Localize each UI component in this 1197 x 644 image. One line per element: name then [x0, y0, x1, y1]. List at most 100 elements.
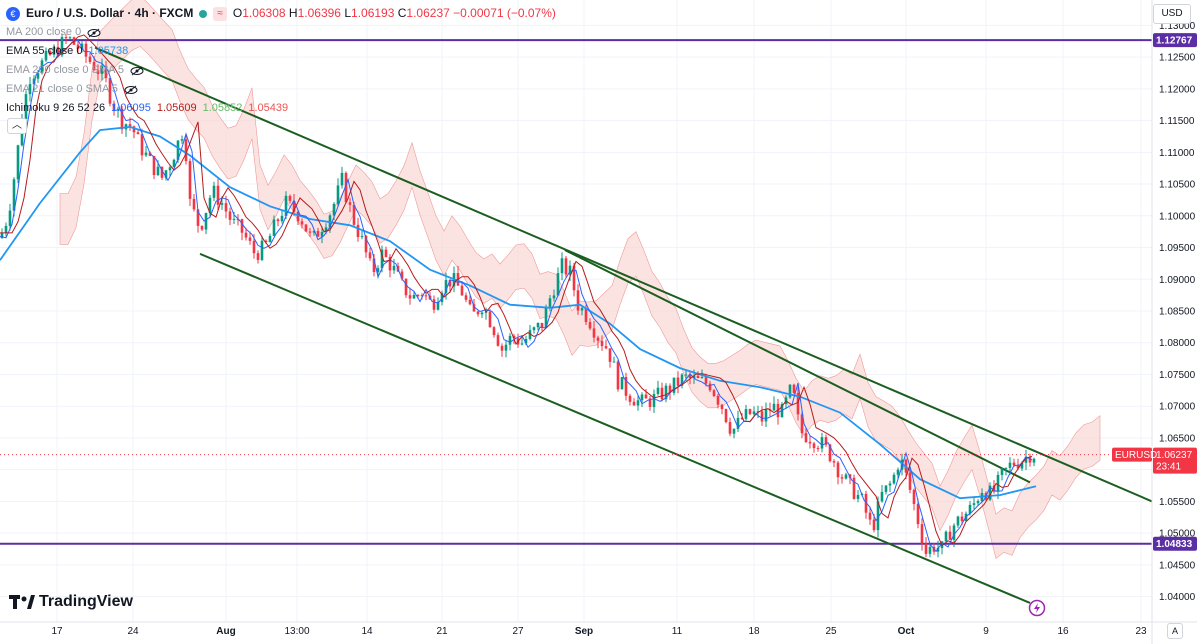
x-tick-label: Oct: [898, 626, 915, 637]
candle-body: [356, 224, 360, 238]
candle-body: [1032, 458, 1036, 463]
trend-line[interactable]: [199, 252, 1031, 604]
candle-body: [116, 108, 120, 111]
indicator-ma200[interactable]: MA 200 close 0: [6, 23, 556, 42]
candle-body: [832, 461, 836, 463]
y-tick-label: 1.13000: [1159, 21, 1196, 32]
candle-body: [924, 543, 928, 554]
trend-line[interactable]: [94, 46, 1153, 503]
candle-body: [868, 512, 872, 520]
candle-body: [136, 132, 140, 135]
x-tick-label: 9: [983, 626, 989, 637]
candle-body: [172, 159, 176, 168]
candle-body: [616, 361, 620, 390]
candle-body: [796, 392, 800, 415]
candle-body: [820, 437, 824, 449]
candle-body: [232, 218, 236, 220]
symbol-row[interactable]: € Euro / U.S. Dollar · 4h · FXCM ≈ O1.06…: [6, 4, 556, 23]
x-tick-label: 18: [748, 626, 760, 637]
candle-body: [448, 280, 452, 287]
candle-body: [824, 437, 828, 445]
candle-body: [1028, 456, 1032, 463]
candle-body: [148, 152, 152, 156]
candle-body: [280, 215, 284, 222]
candle-body: [840, 477, 844, 479]
kijun-line: [0, 34, 1033, 547]
brand-name: TradingView: [39, 593, 133, 610]
candle-body: [816, 448, 820, 450]
lightning-alert-icon[interactable]: [1028, 599, 1046, 617]
candle-body: [892, 474, 896, 484]
trend-channel-lines[interactable]: [94, 46, 1153, 604]
indicator-lines: [0, 34, 1037, 553]
candle-body: [256, 253, 260, 260]
candle-body: [52, 46, 56, 55]
candle-body: [156, 166, 160, 175]
candle-body: [252, 240, 256, 254]
candle-body: [696, 375, 700, 378]
indicator-ema55[interactable]: EMA 55 close 0 1.05738: [6, 45, 129, 57]
indicator-ema200[interactable]: EMA 200 close 0 SMA 5: [6, 61, 556, 80]
ichimoku-cloud: [59, 0, 1101, 560]
countdown-tag: 23:41: [1156, 462, 1181, 473]
candle-body: [580, 308, 584, 311]
candle-body: [1012, 462, 1016, 466]
candle-body: [908, 472, 912, 490]
candle-body: [584, 308, 588, 323]
candle-body: [388, 256, 392, 271]
candle-body: [668, 385, 672, 393]
tenkan-line: [0, 39, 1033, 553]
tradingview-logo[interactable]: TradingView: [9, 593, 133, 611]
horizontal-levels[interactable]: [0, 39, 1152, 545]
y-tick-label: 1.08500: [1159, 307, 1196, 318]
hidden-eye-icon[interactable]: [130, 66, 144, 76]
candle-body: [788, 384, 792, 398]
candle-body: [676, 377, 680, 386]
candle-body: [76, 44, 80, 50]
tradingview-logo-icon: [9, 595, 35, 609]
trend-line[interactable]: [564, 249, 1031, 484]
candle-body: [436, 302, 440, 310]
candle-body: [244, 232, 248, 238]
hidden-eye-icon[interactable]: [87, 28, 101, 38]
candle-body: [688, 374, 692, 379]
y-tick-label: 1.09000: [1159, 275, 1196, 286]
collapse-legend-button[interactable]: ︿: [7, 118, 27, 134]
candle-body: [32, 78, 36, 85]
candle-body: [632, 401, 636, 406]
candle-body: [292, 200, 296, 212]
hidden-eye-icon[interactable]: [124, 85, 138, 95]
symbol-title[interactable]: Euro / U.S. Dollar · 4h · FXCM: [26, 6, 194, 20]
candle-body: [996, 474, 1000, 492]
y-tick-label: 1.07000: [1159, 402, 1196, 413]
candle-body: [772, 403, 776, 411]
candle-body: [748, 409, 752, 415]
candle-body: [460, 285, 464, 296]
candle-body: [100, 65, 104, 74]
data-badge[interactable]: ≈: [213, 6, 227, 21]
currency-button[interactable]: USD: [1153, 4, 1191, 24]
y-tick-label: 1.04000: [1159, 592, 1196, 603]
y-tick-label: 1.09500: [1159, 243, 1196, 254]
candle-body: [976, 501, 980, 504]
time-axis[interactable]: 17 24 Aug 13:00 14 21 27 Sep 11 18 25 Oct 9 16 23: [0, 621, 1197, 637]
candle-body: [296, 211, 300, 222]
candle-body: [896, 469, 900, 475]
candle-body: [1004, 467, 1008, 469]
indicator-ema21[interactable]: EMA 21 close 0 SMA 5: [6, 80, 556, 99]
candle-body: [348, 202, 352, 205]
y-tick-label: 1.06500: [1159, 433, 1196, 444]
candle-body: [480, 312, 484, 315]
candle-body: [404, 278, 408, 296]
upper-level-tag: 1.12767: [1156, 36, 1193, 47]
candle-body: [8, 210, 12, 226]
indicator-ichimoku[interactable]: Ichimoku 9 26 52 26 1.06095 1.05609 1.05…: [6, 102, 289, 114]
lower-level-tag: 1.04833: [1156, 539, 1193, 550]
candle-body: [560, 258, 564, 274]
y-tick-label: 1.11500: [1159, 116, 1195, 127]
chevron-up-icon: ︿: [12, 120, 22, 131]
candle-body: [268, 235, 272, 243]
settings-icon[interactable]: A: [1167, 623, 1183, 639]
